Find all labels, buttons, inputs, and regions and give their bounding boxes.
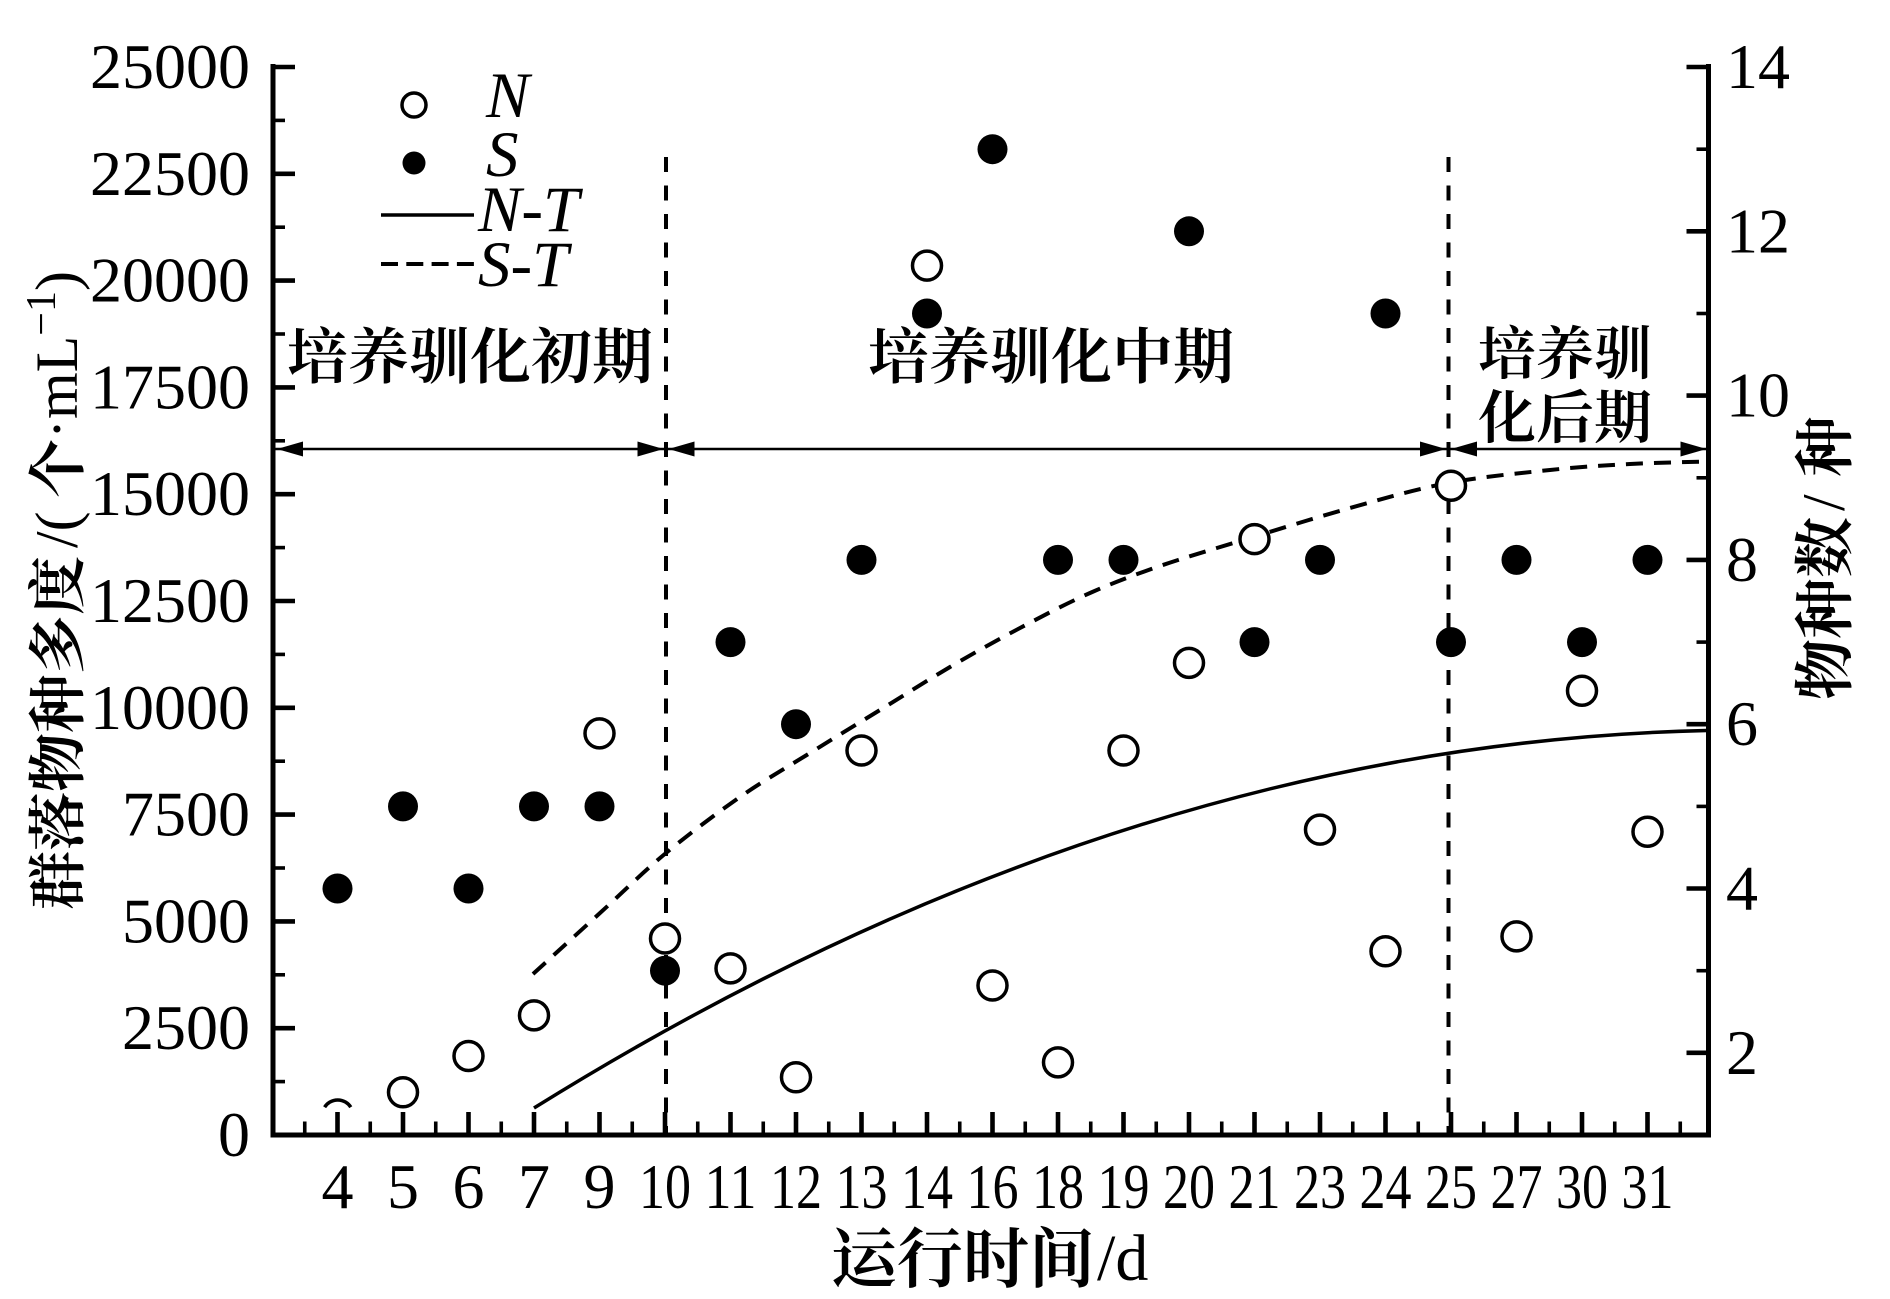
svg-text:24: 24 <box>1360 1151 1412 1222</box>
svg-text:/(: /( <box>24 511 90 548</box>
svg-text:25: 25 <box>1425 1151 1477 1222</box>
svg-text:6: 6 <box>1726 688 1758 759</box>
svg-text:7500: 7500 <box>122 779 250 850</box>
svg-text:25000: 25000 <box>90 31 250 102</box>
svg-text:12: 12 <box>1726 195 1790 266</box>
svg-text:10: 10 <box>639 1151 691 1222</box>
svg-text:2: 2 <box>1726 1017 1758 1088</box>
svg-text:7: 7 <box>518 1151 550 1222</box>
svg-text:20000: 20000 <box>90 245 250 316</box>
svg-text:14: 14 <box>901 1151 953 1222</box>
svg-text:10: 10 <box>1726 360 1790 431</box>
svg-text:0: 0 <box>218 1099 250 1170</box>
svg-text:30: 30 <box>1556 1151 1608 1222</box>
svg-text:19: 19 <box>1098 1151 1150 1222</box>
svg-text:S-T: S-T <box>478 229 572 301</box>
svg-text:4: 4 <box>1726 853 1758 924</box>
svg-text:/d: /d <box>1097 1222 1148 1295</box>
svg-text:4: 4 <box>322 1151 354 1222</box>
svg-text:5: 5 <box>387 1151 419 1222</box>
svg-text:13: 13 <box>836 1151 888 1222</box>
svg-text:11: 11 <box>705 1151 757 1222</box>
svg-text:14: 14 <box>1726 31 1790 102</box>
svg-text:17500: 17500 <box>90 351 250 422</box>
svg-text:21: 21 <box>1229 1151 1281 1222</box>
svg-text:/: / <box>1791 494 1857 511</box>
svg-text:18: 18 <box>1032 1151 1084 1222</box>
svg-text:12500: 12500 <box>90 565 250 636</box>
svg-text:23: 23 <box>1294 1151 1346 1222</box>
svg-text:22500: 22500 <box>90 138 250 209</box>
svg-text:31: 31 <box>1622 1151 1674 1222</box>
svg-text:16: 16 <box>967 1151 1019 1222</box>
svg-text:27: 27 <box>1491 1151 1543 1222</box>
svg-text:N: N <box>485 60 533 132</box>
svg-text:15000: 15000 <box>90 458 250 529</box>
svg-text:N-T: N-T <box>477 174 583 246</box>
svg-text:8: 8 <box>1726 524 1758 595</box>
svg-text:20: 20 <box>1163 1151 1215 1222</box>
svg-text:2500: 2500 <box>122 992 250 1063</box>
svg-text:12: 12 <box>770 1151 822 1222</box>
svg-text:9: 9 <box>584 1151 616 1222</box>
svg-text:S: S <box>486 119 519 191</box>
svg-text:5000: 5000 <box>122 885 250 956</box>
svg-text:10000: 10000 <box>90 672 250 743</box>
svg-text:6: 6 <box>453 1151 485 1222</box>
